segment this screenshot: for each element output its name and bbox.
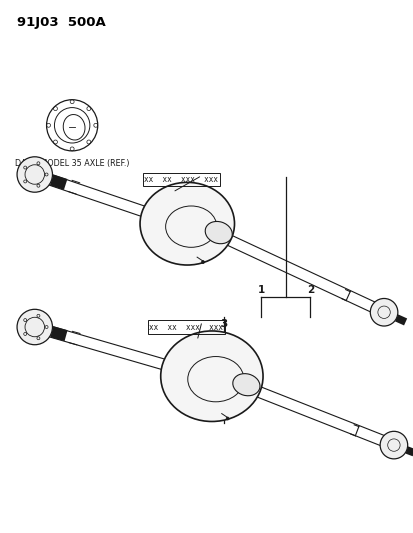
Text: xx  xx  xxx  xxx: xx xx xxx xxx <box>149 322 223 332</box>
Text: 1: 1 <box>257 285 264 295</box>
Ellipse shape <box>205 221 232 244</box>
Text: 2: 2 <box>306 285 313 295</box>
Ellipse shape <box>369 298 397 326</box>
Ellipse shape <box>225 417 228 420</box>
Text: 91J03  500A: 91J03 500A <box>17 16 106 29</box>
Ellipse shape <box>17 157 52 192</box>
Ellipse shape <box>160 331 262 422</box>
Ellipse shape <box>140 182 234 265</box>
Ellipse shape <box>17 309 52 345</box>
Ellipse shape <box>201 261 204 263</box>
Text: DANA MODEL 35 AXLE (REF.): DANA MODEL 35 AXLE (REF.) <box>15 159 129 168</box>
Ellipse shape <box>232 374 259 396</box>
Ellipse shape <box>379 431 407 459</box>
Text: xx  xx  xxx  xxx: xx xx xxx xxx <box>144 175 218 184</box>
Text: 3: 3 <box>220 319 227 329</box>
